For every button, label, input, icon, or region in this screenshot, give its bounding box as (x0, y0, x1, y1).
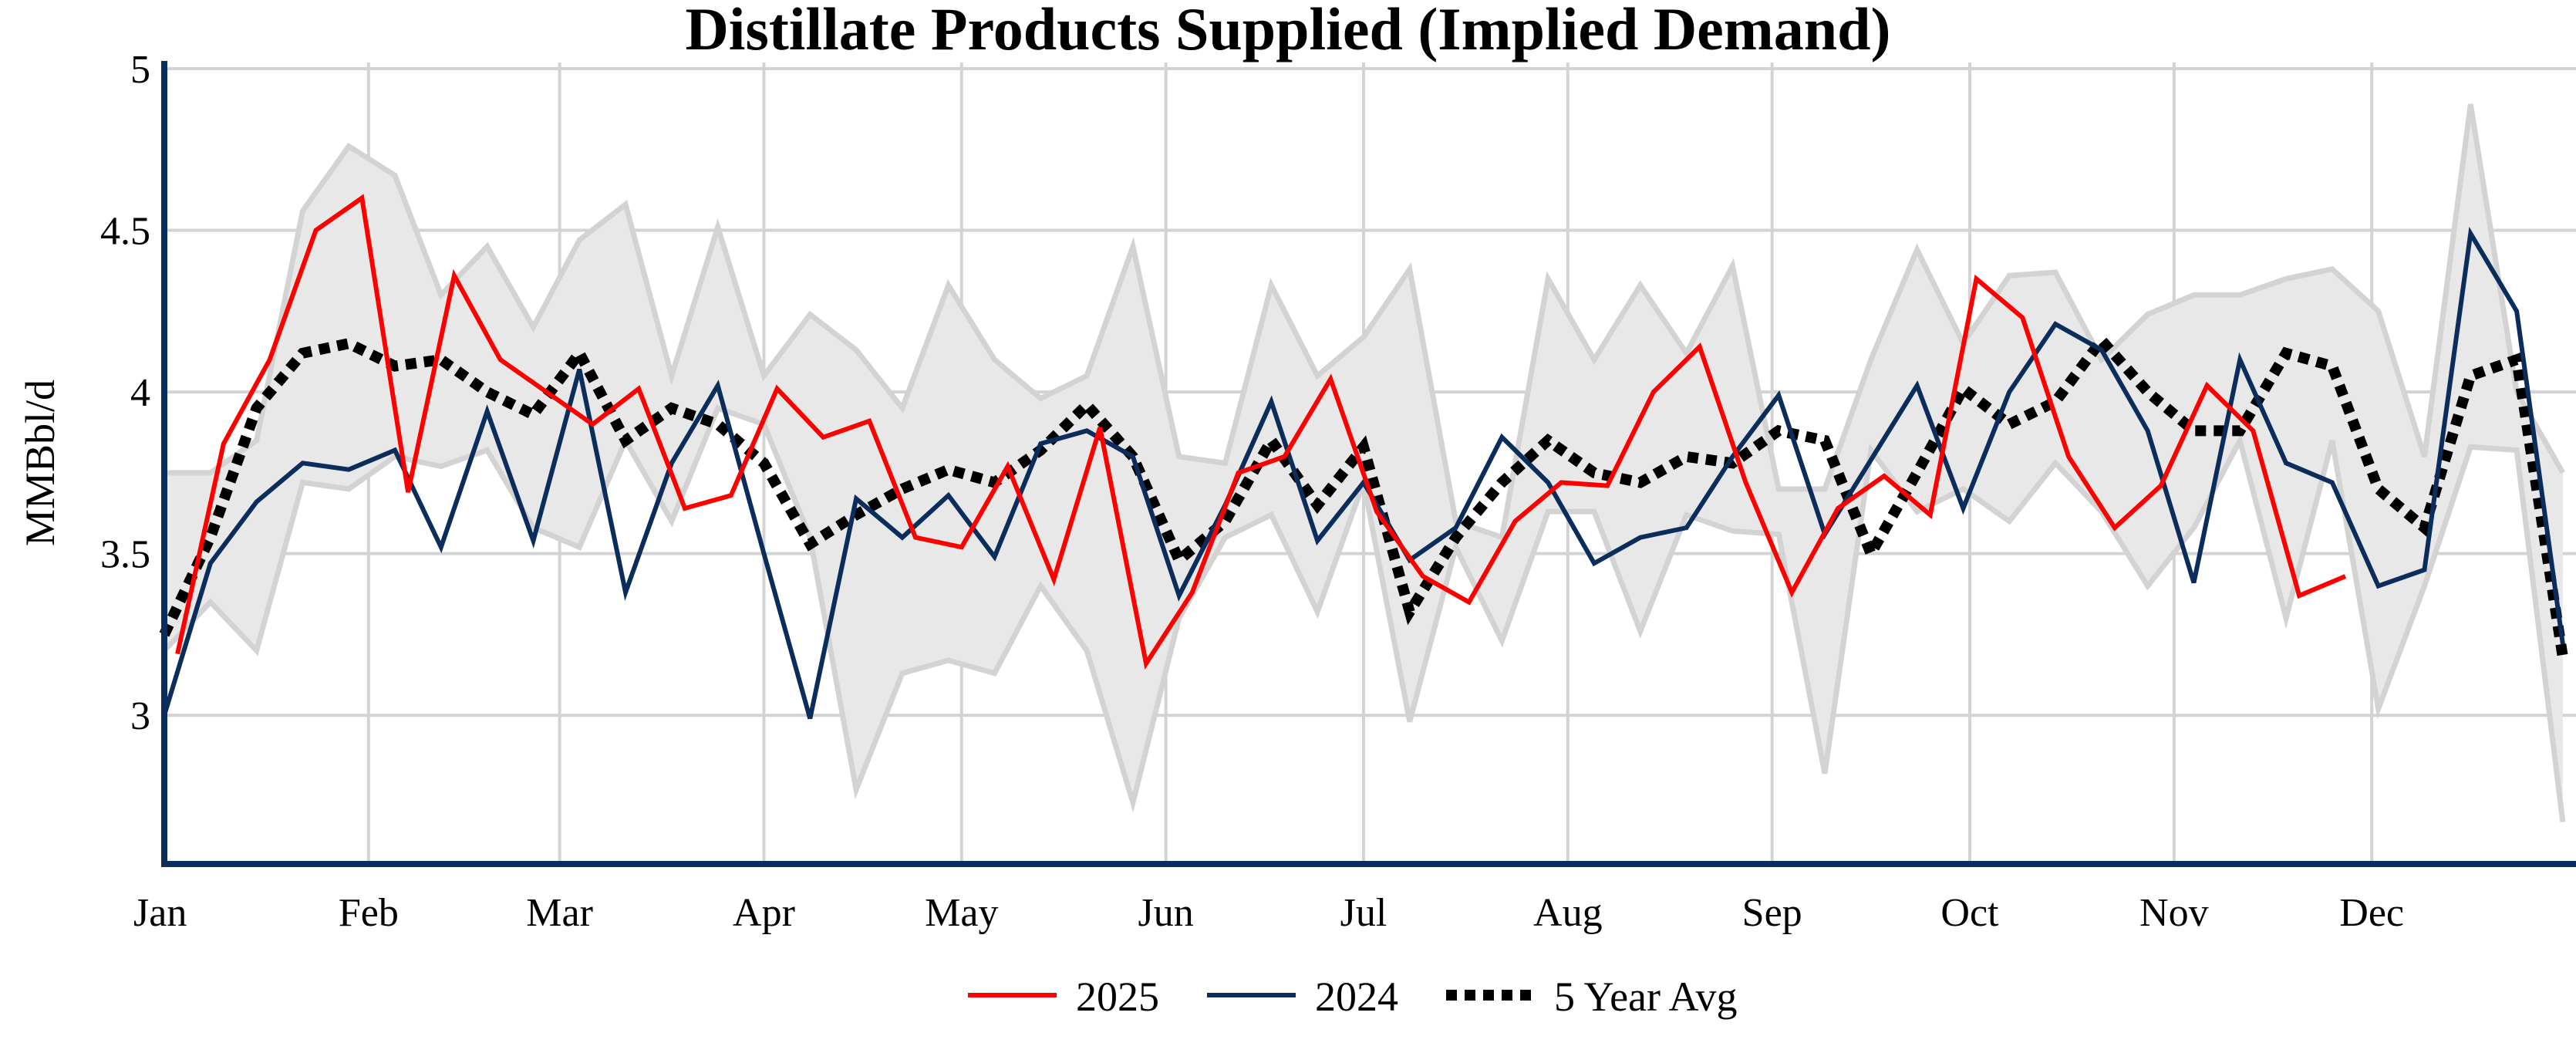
x-tick-label: Aug (1533, 891, 1603, 935)
x-tick-label: Jan (133, 891, 187, 935)
y-tick-label: 3 (130, 694, 150, 738)
x-tick-label: Oct (1940, 891, 1999, 935)
x-tick-label: Jun (1138, 891, 1194, 935)
x-tick-label: Feb (339, 891, 399, 935)
y-tick-label: 4.5 (100, 210, 150, 254)
legend-label-5-year-avg: 5 Year Avg (1554, 974, 1738, 1020)
series-lines (159, 194, 2568, 720)
tick-labels: 3 3.5 4 4.5 5 Jan Feb Mar Apr May Jun Jul Aug Sep Oct N… (100, 48, 2404, 935)
legend-label-2024: 2024 (1315, 974, 1398, 1020)
series-2025-line (175, 194, 2347, 670)
y-axis-label: MMBbl/d (17, 380, 63, 546)
range-band-max-line (164, 103, 2565, 542)
y-tick-label: 3.5 (100, 533, 150, 577)
legend: 2025 2024 5 Year Avg (968, 974, 1738, 1020)
chart-title: Distillate Products Supplied (Implied De… (685, 0, 1890, 62)
y-tick-label: 5 (130, 48, 150, 92)
x-tick-label: Jul (1340, 891, 1387, 935)
x-tick-label: Sep (1742, 891, 1802, 935)
y-tick-label: 4 (130, 371, 150, 415)
series-5-year-avg-line (159, 332, 2568, 658)
x-tick-label: Apr (733, 891, 795, 935)
legend-label-2025: 2025 (1076, 974, 1159, 1020)
x-tick-label: Dec (2339, 891, 2404, 935)
x-tick-label: May (925, 891, 998, 935)
x-tick-label: Nov (2139, 891, 2209, 935)
axes (161, 61, 2576, 867)
x-tick-label: Mar (526, 891, 593, 935)
